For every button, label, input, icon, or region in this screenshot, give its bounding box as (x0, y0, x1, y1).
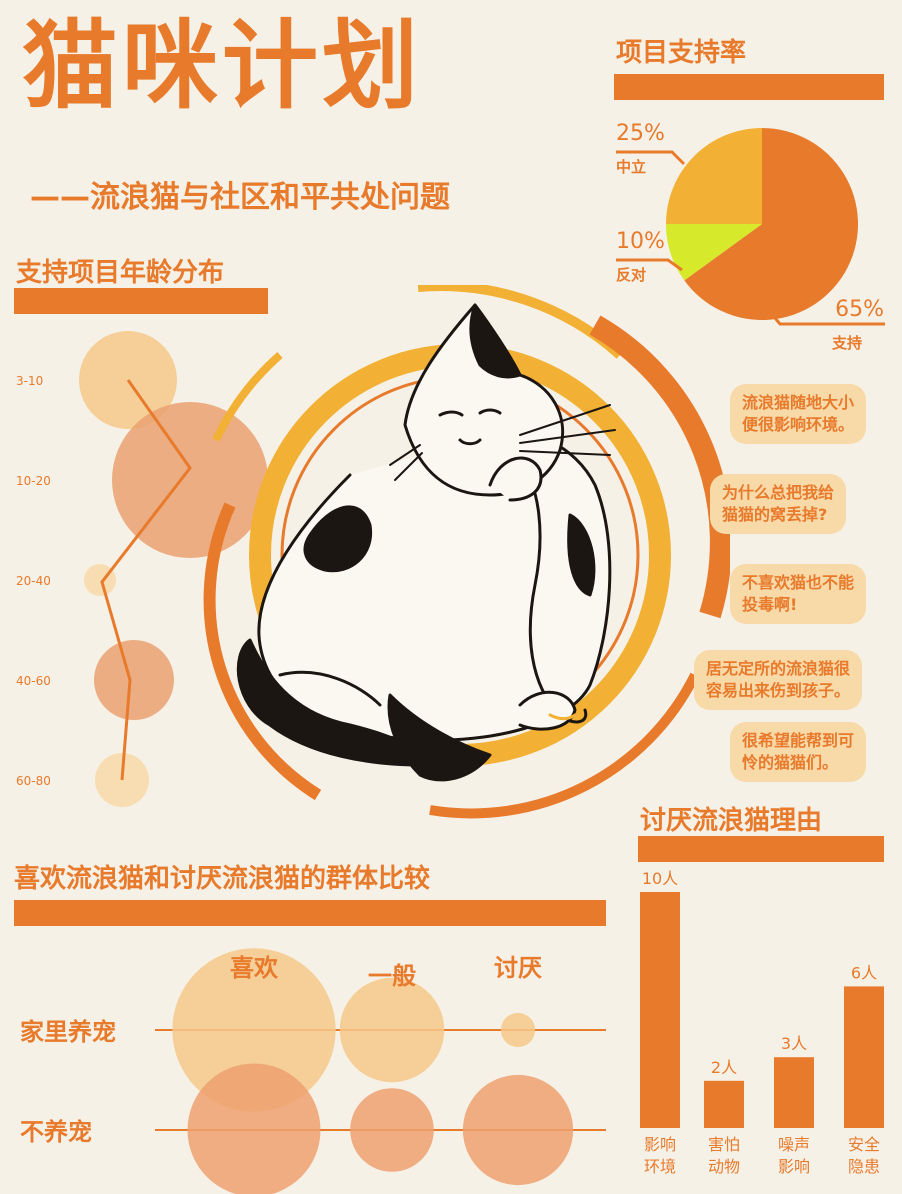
pie-slice-label: 反对 (616, 266, 646, 284)
quote-text: 居无定所的流浪猫很 容易出来伤到孩子。 (706, 659, 851, 700)
reason-value-label: 2人 (711, 1058, 737, 1077)
support-rate-heading: 项目支持率 (616, 38, 747, 68)
quote-text: 很希望能帮到可 怜的猫猫们。 (742, 731, 855, 772)
quote-bubble-5: 很希望能帮到可 怜的猫猫们。 (730, 722, 867, 782)
age-tick-label: 20-40 (16, 574, 51, 588)
age-tick-label: 40-60 (16, 674, 51, 688)
reason-value-label: 3人 (781, 1034, 807, 1053)
pie-slice (666, 128, 762, 224)
comparison-bubble (500, 1012, 536, 1048)
pie-slice (666, 224, 762, 281)
support-pie-chart: 65% 支持 10% 反对 25% 中立 (616, 121, 885, 352)
age-distribution-heading: 支持项目年龄分布 (16, 258, 225, 288)
pie-slice (684, 128, 858, 320)
page-title: 猫咪计划 (22, 10, 422, 122)
reason-category-label: 安全 (848, 1135, 880, 1154)
reason-category-label: 隐患 (848, 1157, 880, 1176)
reason-bar (704, 1080, 744, 1128)
quote-text: 不喜欢猫也不能 投毒啊! (742, 573, 855, 614)
comparison-bubble (350, 1088, 434, 1172)
reason-category-label: 动物 (708, 1157, 740, 1176)
pie-percent-label: 10% (616, 229, 665, 254)
pie-percent-label: 65% (835, 297, 884, 322)
reason-bar (844, 986, 884, 1128)
comparison-heading-bar (14, 900, 606, 926)
reason-bar (774, 1057, 814, 1128)
pie-leader-line (616, 258, 683, 272)
pie-slice-label: 中立 (616, 158, 646, 176)
comparison-row-label: 不养宠 (20, 1118, 92, 1146)
quote-bubble-4: 居无定所的流浪猫很 容易出来伤到孩子。 (694, 650, 863, 710)
quote-text: 为什么总把我给 猫猫的窝丢掉? (722, 483, 835, 524)
pie-slice-label: 支持 (831, 334, 862, 352)
cat-icon (236, 303, 616, 782)
comparison-bubble (187, 1063, 321, 1194)
comparison-column-label: 讨厌 (494, 954, 542, 982)
support-rate-heading-bar (614, 74, 884, 100)
reason-value-label: 10人 (642, 869, 678, 888)
pie-percent-label: 25% (616, 121, 665, 146)
comparison-row-label: 家里养宠 (20, 1018, 116, 1046)
age-tick-label: 10-20 (16, 474, 51, 488)
reason-category-label: 害怕 (708, 1135, 740, 1154)
pie-leader-line (763, 305, 885, 326)
comparison-heading: 喜欢流浪猫和讨厌流浪猫的群体比较 (14, 864, 431, 894)
reason-category-label: 影响 (778, 1157, 810, 1176)
reason-category-label: 噪声 (778, 1135, 810, 1154)
cat-illustration (203, 285, 730, 819)
quote-bubble-3: 不喜欢猫也不能 投毒啊! (730, 564, 867, 624)
quote-bubble-1: 流浪猫随地大小 便很影响环境。 (730, 384, 867, 444)
reason-category-label: 环境 (644, 1157, 676, 1176)
comparison-bubble (462, 1074, 574, 1186)
quote-text: 流浪猫随地大小 便很影响环境。 (742, 393, 855, 434)
reason-category-label: 影响 (644, 1135, 676, 1154)
comparison-bubble (172, 948, 336, 1112)
quote-bubble-2: 为什么总把我给 猫猫的窝丢掉? (710, 474, 847, 534)
reasons-heading: 讨厌流浪猫理由 (640, 806, 823, 836)
comparison-column-label: 一般 (368, 962, 416, 990)
age-tick-label: 60-80 (16, 774, 51, 788)
page-subtitle: ——流浪猫与社区和平共处问题 (30, 180, 450, 215)
pie-leader-line (616, 150, 686, 166)
age-trend-line (100, 379, 192, 781)
reason-value-label: 6人 (851, 963, 877, 982)
age-distribution-heading-bar (14, 288, 268, 314)
age-bubble (94, 640, 174, 720)
age-tick-label: 3-10 (16, 374, 43, 388)
reason-bar (640, 892, 680, 1128)
reasons-heading-bar (638, 836, 884, 862)
comparison-bubble (339, 977, 445, 1083)
comparison-column-label: 喜欢 (230, 954, 279, 982)
